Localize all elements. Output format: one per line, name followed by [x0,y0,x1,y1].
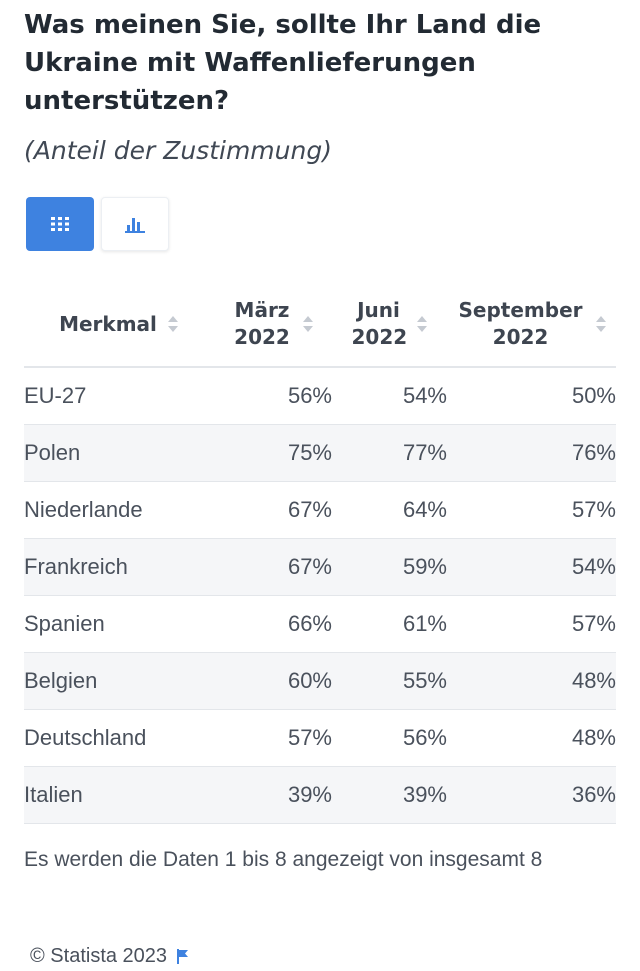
table-row: EU-27 56% 54% 50% [24,367,616,425]
cell-value: 75% [214,424,332,482]
row-label: Niederlande [24,481,214,539]
copyright-text: © Statista 2023 [30,945,168,967]
header-merkmal[interactable]: Merkmal [24,282,214,368]
header-label: September 2022 [458,298,583,349]
cell-value: 55% [332,652,447,710]
table-row: Belgien 60% 55% 48% [24,652,616,710]
header-label: Juni 2022 [351,298,408,349]
sort-icon [303,316,313,332]
copyright-link[interactable]: © Statista 2023 [30,945,189,968]
pagination-info: Es werden die Daten 1 bis 8 angezeigt vo… [24,848,543,871]
cell-value: 36% [447,766,616,824]
cell-value: 48% [447,709,616,767]
cell-value: 50% [447,367,616,425]
cell-value: 39% [214,766,332,824]
cell-value: 64% [332,481,447,539]
table-row: Frankreich 67% 59% 54% [24,538,616,596]
row-label: Belgien [24,652,214,710]
sort-icon [167,316,178,332]
data-table: Merkmal März 2022 Juni 2022 September 20… [24,282,616,824]
table-row: Spanien 66% 61% 57% [24,595,616,653]
sort-icon [416,316,427,332]
table-row: Deutschland 57% 56% 48% [24,709,616,767]
bar-chart-icon [125,217,145,233]
cell-value: 61% [332,595,447,653]
table-row: Polen 75% 77% 76% [24,424,616,482]
table-header-row: Merkmal März 2022 Juni 2022 September 20… [24,282,616,368]
cell-value: 60% [214,652,332,710]
row-label: Polen [24,424,214,482]
cell-value: 57% [447,595,616,653]
row-label: Italien [24,766,214,824]
cell-value: 67% [214,538,332,596]
flag-icon [177,949,189,964]
header-juni-2022[interactable]: Juni 2022 [332,282,447,368]
cell-value: 59% [332,538,447,596]
cell-value: 56% [214,367,332,425]
table-view-button[interactable] [26,197,94,251]
cell-value: 67% [214,481,332,539]
sort-icon [595,316,606,332]
cell-value: 76% [447,424,616,482]
page-subtitle: (Anteil der Zustimmung) [24,136,332,165]
row-label: Spanien [24,595,214,653]
grid-icon [51,217,69,231]
cell-value: 39% [332,766,447,824]
header-september-2022[interactable]: September 2022 [447,282,616,368]
header-label: Merkmal [59,311,157,336]
chart-view-button[interactable] [101,197,169,251]
table-row: Italien 39% 39% 36% [24,766,616,824]
cell-value: 77% [332,424,447,482]
cell-value: 54% [447,538,616,596]
row-label: EU-27 [24,367,214,425]
table-row: Niederlande 67% 64% 57% [24,481,616,539]
cell-value: 54% [332,367,447,425]
cell-value: 66% [214,595,332,653]
row-label: Frankreich [24,538,214,596]
cell-value: 57% [447,481,616,539]
row-label: Deutschland [24,709,214,767]
header-maerz-2022[interactable]: März 2022 [214,282,332,368]
header-label: März 2022 [234,298,290,349]
cell-value: 48% [447,652,616,710]
cell-value: 56% [332,709,447,767]
page-title: Was meinen Sie, sollte Ihr Land die Ukra… [24,10,542,116]
cell-value: 57% [214,709,332,767]
